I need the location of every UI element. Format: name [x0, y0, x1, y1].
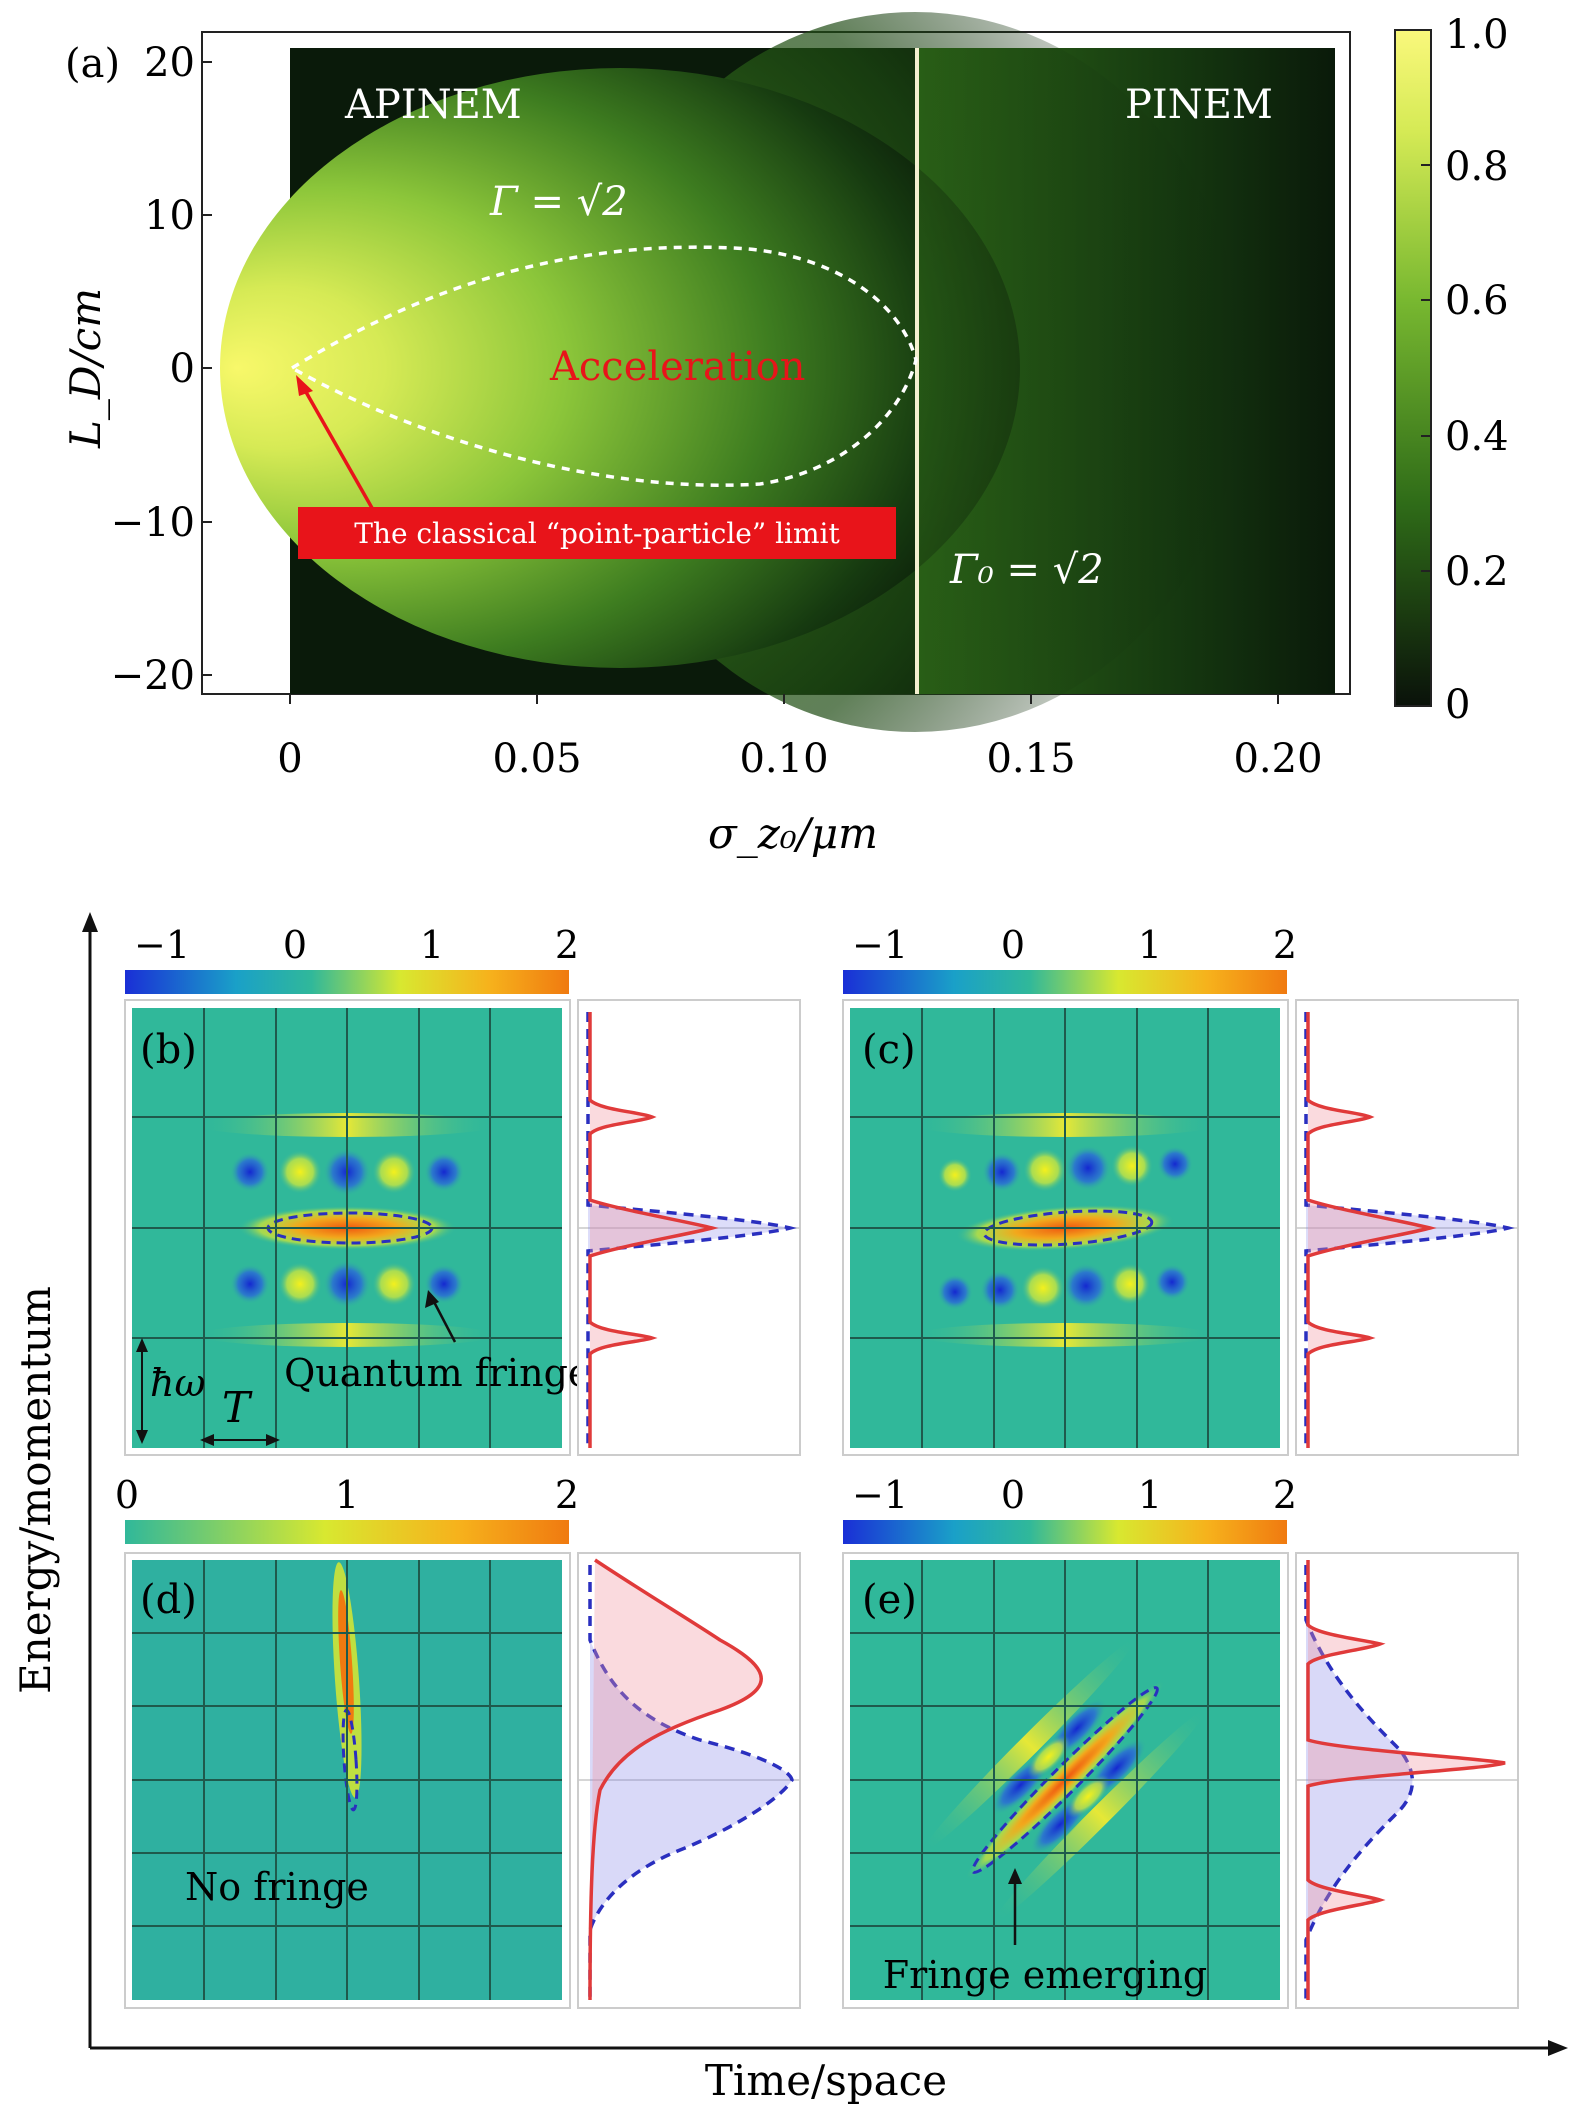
panel-e-colorbar [843, 1520, 1287, 1544]
panel-b-period-arrowhead-right [266, 1434, 280, 1446]
panel-b-hbar-label: ħω [150, 1361, 205, 1405]
bottom-outer-axes: Time/space Energy/momentum [11, 912, 1568, 2105]
panel-d-label: (d) [140, 1577, 197, 1623]
y-axis-arrowhead [82, 912, 98, 932]
panel-a-xtick-label: 0 [277, 736, 302, 782]
panel-a-gamma-contour [288, 245, 918, 487]
panel-c-colorbar-tick-label: 1 [1138, 923, 1162, 967]
panel-a-gamma0-label: Γ₀ = √2 [949, 547, 1104, 593]
panel-b-hbar-arrowhead-down [136, 1430, 148, 1444]
panel-c-colorbar-tick-label: −1 [852, 923, 908, 967]
panel-d-colorbar-tick-label: 0 [115, 1473, 139, 1517]
panel-c-profile-blue [1304, 1012, 1515, 1448]
panel-b-colorbar-tick-label: 2 [555, 923, 579, 967]
panel-d: 0 1 2 (d) No fringe [115, 1473, 801, 2009]
panel-a-ytick-label: 20 [144, 40, 195, 86]
panel-a-annotation-box [298, 507, 896, 559]
panel-a-annotation-arrowhead [296, 375, 313, 396]
panel-c: −1 0 1 2 [842, 923, 1519, 1456]
panel-b-note-arrowhead [425, 1290, 439, 1308]
panel-c-label: (c) [862, 1027, 916, 1073]
panel-a-right-mask [915, 48, 1335, 694]
panel-e-colorbar-tick-label: 1 [1138, 1473, 1162, 1517]
panel-b-note-arrow [430, 1297, 457, 1343]
panel-c-colorbar-tick-label: 2 [1273, 923, 1297, 967]
panel-a-colorbar-tick-label: 1.0 [1445, 12, 1509, 58]
panel-b-hbar-arrowhead-up [136, 1338, 148, 1352]
panel-a-xtick-label: 0.15 [986, 736, 1075, 782]
panel-a-acceleration-label: Acceleration [549, 344, 806, 390]
panel-a-gamma-label: Γ = √2 [489, 179, 628, 225]
panel-b-profile-red [588, 1012, 719, 1448]
panel-b-colorbar [125, 970, 569, 994]
panel-c-fringe-row-top [938, 1145, 1193, 1192]
panel-c-fringe-row-bottom [937, 1263, 1190, 1310]
panel-a-ytick-label: 0 [170, 346, 195, 392]
panel-b-colorbar-tick-label: 0 [283, 923, 307, 967]
panel-c-grid [850, 1008, 1280, 1448]
panel-e-label: (e) [862, 1577, 917, 1623]
panel-b-fringe-row-top [230, 1148, 464, 1196]
bottom-y-axis-label: Energy/momentum [11, 1286, 60, 1694]
panel-a-y-axis-label: L_D/cm [61, 288, 110, 449]
panel-a-colorbar [1394, 29, 1432, 707]
panel-c-profile-red [1306, 1012, 1437, 1448]
panel-d-colorbar [125, 1520, 569, 1544]
panel-a-x-axis-label: σ_z₀/μm [708, 809, 878, 858]
panel-e-note: Fringe emerging [883, 1953, 1208, 1997]
panel-c-colorbar [843, 970, 1287, 994]
panel-a-colorbar-tick-label: 0.2 [1445, 549, 1509, 595]
panel-b-note: Quantum fringes [284, 1351, 610, 1395]
panel-a: The classical “point-particle” limit API… [61, 12, 1509, 858]
panel-a-xtick-label: 0.05 [492, 736, 581, 782]
panel-b-grid [132, 1008, 562, 1448]
panel-d-grid [132, 1560, 562, 2000]
panel-b-colorbar-tick-label: −1 [134, 923, 190, 967]
panel-b-period-label: T [222, 1383, 253, 1432]
panel-a-colorbar-tick-label: 0.4 [1445, 414, 1509, 460]
panel-a-colorbar-ticks: 1.0 0.8 0.6 0.4 0.2 0 [1421, 12, 1509, 728]
panel-d-profile-red [588, 1558, 763, 2001]
panel-b: −1 0 1 2 [124, 923, 801, 1456]
panel-a-ytick-label: 10 [144, 193, 195, 239]
panel-e: −1 0 1 2 (e) Fringe emergin [842, 1473, 1519, 2009]
panel-b-colorbar-tick-label: 1 [420, 923, 444, 967]
panel-a-colorbar-tick-label: 0.6 [1445, 278, 1509, 324]
panel-a-xtick-label: 0.10 [739, 736, 828, 782]
panel-b-period-arrowhead-left [200, 1434, 214, 1446]
panel-e-profile-red [1306, 1560, 1506, 2000]
panel-b-profile-blue [586, 1012, 797, 1448]
panel-e-profile-blue [1304, 1565, 1415, 2000]
bottom-x-axis-label: Time/space [705, 2056, 947, 2105]
panel-d-note: No fringe [185, 1865, 369, 1909]
panel-a-ytick-label: −20 [111, 653, 195, 699]
x-axis-arrowhead [1548, 2040, 1568, 2056]
panel-a-y-axis: 20 10 0 −10 −20 [111, 40, 212, 699]
panel-c-dashed-contour [982, 1209, 1154, 1247]
panel-d-profile-blue [588, 1565, 794, 2000]
panel-a-colorbar-tick-label: 0 [1445, 682, 1470, 728]
panel-c-colorbar-tick-label: 0 [1001, 923, 1025, 967]
panel-a-region-apinem: APINEM [344, 82, 522, 128]
panel-a-panel-label: (a) [65, 41, 120, 87]
panel-e-colorbar-tick-label: 2 [1273, 1473, 1297, 1517]
panel-a-colorbar-tick-label: 0.8 [1445, 144, 1509, 190]
panel-a-ytick-label: −10 [111, 500, 195, 546]
panel-e-colorbar-tick-label: 0 [1001, 1473, 1025, 1517]
panel-a-xtick-label: 0.20 [1233, 736, 1322, 782]
panel-d-colorbar-tick-label: 2 [555, 1473, 579, 1517]
panel-e-grid [850, 1560, 1280, 2000]
panel-a-region-pinem: PINEM [1125, 82, 1273, 128]
panel-a-x-axis: 0 0.05 0.10 0.15 0.20 [277, 694, 1323, 782]
panel-e-note-arrowhead [1008, 1868, 1022, 1884]
panel-b-label: (b) [140, 1027, 197, 1073]
panel-d-colorbar-tick-label: 1 [335, 1473, 359, 1517]
panel-a-annotation-text: The classical “point-particle” limit [354, 517, 840, 550]
panel-e-colorbar-tick-label: −1 [852, 1473, 908, 1517]
panel-a-annotation-arrow [300, 384, 378, 516]
